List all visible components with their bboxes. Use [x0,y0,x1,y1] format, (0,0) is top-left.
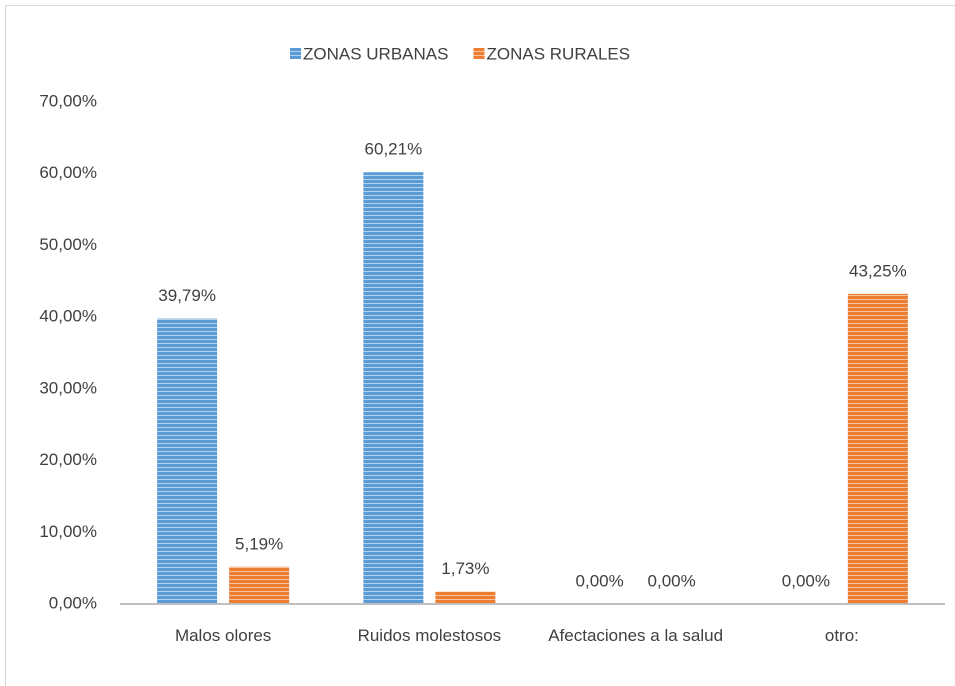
y-tick-label: 50,00% [39,235,97,254]
legend-swatch [290,48,301,59]
data-label: 60,21% [365,140,423,159]
x-tick-label: Afectaciones a la salud [548,626,724,645]
y-tick-label: 40,00% [39,307,97,326]
y-tick-label: 10,00% [39,522,97,541]
data-label: 5,19% [235,534,283,553]
bar [157,318,218,604]
legend-label: ZONAS URBANAS [303,44,448,63]
data-label: 0,00% [782,571,830,590]
data-label: 43,25% [849,261,907,280]
x-tick-label: otro: [824,626,859,645]
y-tick-label: 60,00% [39,163,97,182]
data-label: 1,73% [441,559,489,578]
data-label: 39,79% [158,286,216,305]
y-tick-label: 20,00% [39,450,97,469]
legend-swatch [473,48,485,59]
x-tick-label: Malos olores [174,626,272,645]
data-label: 0,00% [576,571,624,590]
chart-border [5,5,955,686]
data-label: 0,00% [648,571,696,590]
bar [363,172,424,604]
bar [435,591,496,604]
y-tick-label: 30,00% [39,378,97,397]
y-tick-label: 0,00% [49,593,97,612]
x-tick-label: Ruidos molestosos [357,626,502,645]
y-tick-label: 70,00% [39,91,97,110]
bar [847,293,908,604]
bar [229,566,290,604]
legend-label: ZONAS RURALES [486,44,630,63]
